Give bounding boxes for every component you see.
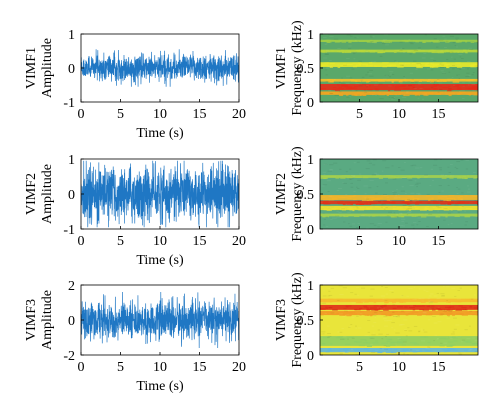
vimf1-time-xtick-label: 10 — [153, 107, 167, 122]
vimf3-time-xtick-label: 15 — [193, 360, 207, 375]
vimf1-spec-heatmap — [320, 34, 478, 102]
vimf2-time-ytick-label: 1 — [68, 153, 75, 168]
vimf1-spec-xtick-label: 10 — [392, 107, 406, 122]
vimf2-time-signal-line — [81, 160, 239, 228]
vimf2-spec-ylabel-line-0: VIMF2 — [274, 173, 289, 215]
vimf1-spec-band-3 — [320, 62, 478, 69]
vimf2-spec-ylabel-line-1: Frequency (kHz) — [290, 146, 305, 242]
vimf1-time-xlabel: Time (s) — [136, 126, 184, 141]
vimf2-spec-band-2 — [320, 205, 478, 212]
vimf3-time-ytick-label: 2 — [68, 279, 75, 294]
vimf2-spec-heatmap — [320, 159, 478, 229]
vimf2-spec-panel: 5 10 15 0 0.5 1 VIMF2 Frequency (kHz) — [274, 146, 479, 249]
vimf2-time-xlabel: Time (s) — [136, 253, 184, 268]
vimf1-spec-band-1 — [320, 91, 478, 97]
vimf2-time-ytick-label: 0 — [68, 188, 75, 203]
vimf3-spec-ytick-label: 0.5 — [297, 314, 315, 329]
vimf2-time-ylabel-line-0: VIMF2 — [24, 173, 39, 215]
vimf3-time-signal-line — [81, 291, 239, 349]
vimf1-spec-panel: 5 10 15 0 0.5 1 VIMF1 Frequency (kHz) — [274, 20, 479, 122]
vimf2-spec-background — [320, 159, 478, 229]
vimf2-spec-ytick-label: 1 — [307, 153, 314, 168]
vimf1-spec-band-2 — [320, 78, 478, 83]
vimf2-time-xtick-label: 10 — [153, 234, 167, 249]
vimf3-time-xtick-label: 0 — [78, 360, 85, 375]
vimf3-spec-heatmap — [320, 285, 478, 355]
vimf1-spec-band-0 — [320, 83, 478, 92]
vimf3-time-xtick-label: 5 — [117, 360, 124, 375]
vimf2-spec-band-0 — [320, 200, 478, 206]
vimf3-spec-xtick-label: 10 — [392, 360, 406, 375]
vimf1-spec-ytick-label: 0.5 — [297, 62, 315, 77]
vimf1-time-signal-line — [81, 49, 239, 87]
vimf1-spec-band-5 — [320, 39, 478, 43]
vimf1-time-xtick-label: 20 — [232, 107, 246, 122]
vimf2-time-ytick-label: -1 — [63, 223, 75, 238]
vimf2-spec-xtick-label: 10 — [392, 234, 406, 249]
vimf2-spec-band-3 — [320, 213, 478, 218]
vimf3-time-ylabel-line-0: VIMF3 — [24, 299, 39, 341]
vimf2-spec-band-1 — [320, 195, 478, 202]
vimf3-spec-band-4 — [320, 348, 478, 354]
vimf1-spec-ylabel-line-0: VIMF1 — [274, 47, 289, 89]
vimf1-time-xtick-label: 15 — [193, 107, 207, 122]
vimf3-time-ytick-label: 0 — [68, 314, 75, 329]
vimf2-time-xtick-label: 15 — [193, 234, 207, 249]
vimf3-spec-band-1 — [320, 310, 478, 317]
vimf1-spec-xtick-label: 5 — [356, 107, 363, 122]
vimf2-spec-xtick-label: 5 — [356, 234, 363, 249]
vimf2-time-xtick-label: 0 — [78, 234, 85, 249]
vimf1-time-ylabel-line-0: VIMF1 — [24, 47, 39, 89]
vimf3-spec-panel: 5 10 15 0 0.5 1 VIMF3 Frequency (kHz) — [274, 272, 479, 375]
vimf3-spec-ylabel-line-0: VIMF3 — [274, 299, 289, 341]
vimf1-spec-ylabel-line-1: Frequency (kHz) — [290, 20, 305, 116]
vimf1-spec-xtick-label: 15 — [432, 107, 446, 122]
vimf3-time-ylabel-line-1: Amplitude — [40, 290, 55, 350]
vimf1-spec-ytick-label: 0 — [307, 96, 314, 111]
vimf2-time-xtick-label: 20 — [232, 234, 246, 249]
vimf1-time-ylabel-line-1: Amplitude — [40, 38, 55, 98]
vimf3-spec-xtick-label: 5 — [356, 360, 363, 375]
vimf2-spec-ytick-label: 0 — [307, 223, 314, 238]
vimf3-spec-band-3 — [320, 336, 478, 347]
vimf3-spec-band-0 — [320, 304, 478, 311]
vimf3-time-xlabel: Time (s) — [136, 379, 184, 394]
vimf1-time-ytick-label: -1 — [63, 96, 75, 111]
vimf1-time-xtick-label: 5 — [117, 107, 124, 122]
vimf1-spec-band-4 — [320, 49, 478, 54]
vimf3-time-xtick-label: 20 — [232, 360, 246, 375]
vimf2-time-xtick-label: 5 — [117, 234, 124, 249]
vimf1-spec-ytick-label: 1 — [307, 28, 314, 43]
vimf3-spec-band-2 — [320, 298, 478, 304]
vimf3-time-xtick-label: 10 — [153, 360, 167, 375]
vimf1-time-ytick-label: 1 — [68, 28, 75, 43]
vimf2-time-ylabel-line-1: Amplitude — [40, 164, 55, 224]
vimf1-time-xtick-label: 0 — [78, 107, 85, 122]
vimf3-spec-ytick-label: 1 — [307, 279, 314, 294]
vimf3-spec-ytick-label: 0 — [307, 349, 314, 364]
vimf2-spec-band-4 — [320, 175, 478, 180]
vimf2-spec-ytick-label: 0.5 — [297, 188, 315, 203]
vimf1-time-ytick-label: 0 — [68, 62, 75, 77]
vimf3-time-ytick-label: -2 — [63, 349, 75, 364]
vimf2-spec-xtick-label: 15 — [432, 234, 446, 249]
vimf3-spec-ylabel-line-1: Frequency (kHz) — [290, 272, 305, 368]
vimf3-spec-xtick-label: 15 — [432, 360, 446, 375]
